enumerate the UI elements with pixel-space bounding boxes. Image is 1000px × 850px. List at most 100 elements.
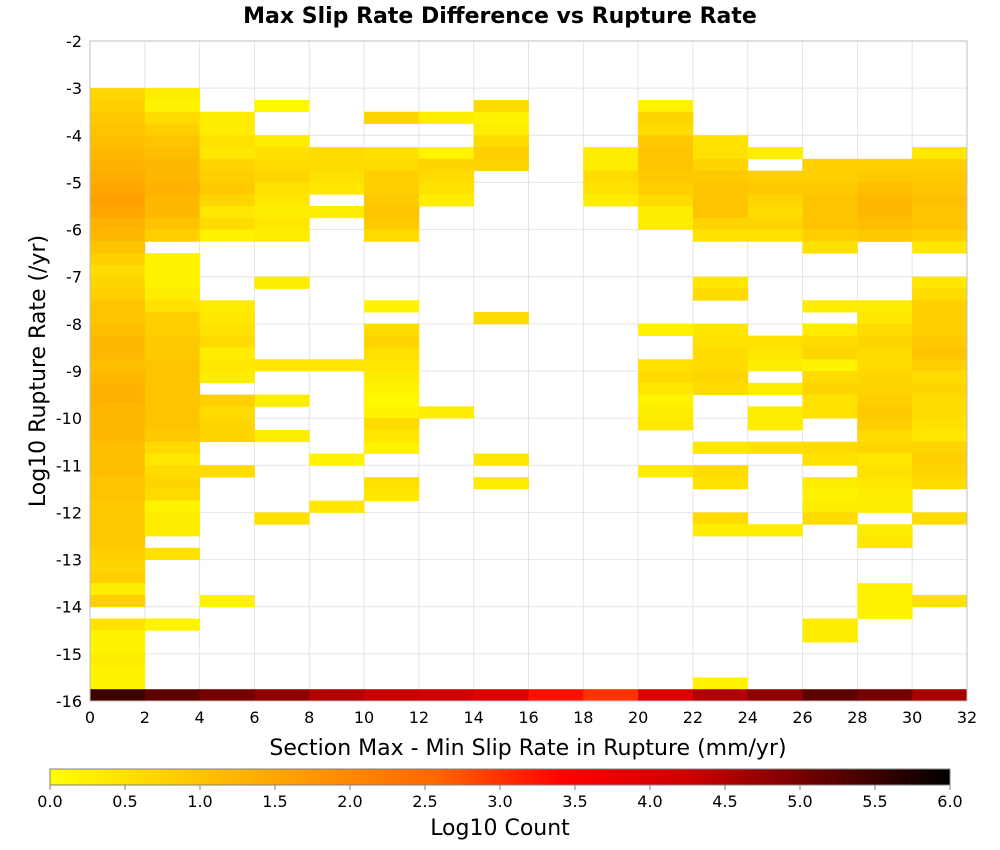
heatmap-cell [90, 206, 146, 219]
heatmap-cell [199, 689, 255, 702]
heatmap-cell [692, 524, 749, 537]
heatmap-cell [254, 689, 310, 702]
heatmap-cell [199, 465, 255, 478]
heatmap-cell [144, 418, 201, 431]
colorbar-tick-label: 4.0 [637, 792, 662, 811]
heatmap-cell [857, 382, 913, 395]
heatmap-cell [912, 300, 968, 313]
heatmap-cell [144, 323, 201, 337]
heatmap-cell [199, 429, 255, 443]
heatmap-cell [473, 123, 529, 136]
heatmap-cell [857, 606, 913, 619]
x-tick-label: 6 [249, 708, 259, 727]
heatmap-cell [144, 371, 201, 384]
heatmap-cell [692, 371, 749, 384]
heatmap-cell [90, 429, 146, 443]
heatmap-cell [802, 359, 858, 372]
heatmap-cell [364, 429, 420, 443]
heatmap-cell [747, 524, 803, 537]
heatmap-cell [912, 288, 968, 301]
heatmap-cell [254, 394, 310, 407]
heatmap-cell [199, 158, 255, 172]
heatmap-cell [90, 583, 146, 596]
heatmap-cell [857, 300, 913, 313]
heatmap-cell [912, 512, 968, 525]
heatmap-cell [309, 206, 365, 219]
heatmap-cell [90, 135, 146, 148]
heatmap-cell [364, 689, 420, 702]
heatmap-cell [144, 206, 201, 219]
heatmap-cell [692, 512, 749, 525]
heatmap-cell [199, 147, 255, 160]
heatmap-cell [364, 323, 420, 337]
heatmap-cell [802, 335, 858, 348]
heatmap-cell [144, 123, 201, 136]
heatmap-cell [144, 547, 201, 560]
heatmap-cell [90, 323, 146, 337]
y-tick-label: -13 [56, 551, 82, 570]
heatmap-cell [144, 477, 201, 490]
heatmap-cell [254, 206, 310, 219]
heatmap-cell [199, 406, 255, 419]
heatmap-cell [364, 217, 420, 230]
heatmap-cell [802, 500, 858, 513]
heatmap-cell [583, 182, 639, 195]
heatmap-cell [747, 406, 803, 419]
heatmap-cell [857, 500, 913, 513]
y-tick-label: -5 [66, 173, 82, 192]
y-tick-label: -6 [66, 221, 82, 240]
heatmap-cell [364, 170, 420, 183]
heatmap-cell [144, 689, 201, 702]
colorbar-label: Log10 Count [430, 816, 570, 841]
heatmap-cell [638, 689, 694, 702]
heatmap-cell [90, 88, 146, 101]
heatmap-cell [638, 465, 694, 478]
x-tick-label: 4 [195, 708, 205, 727]
heatmap-cell [857, 194, 913, 207]
heatmap-cell [692, 689, 749, 702]
heatmap-cell [912, 217, 968, 230]
heatmap-cell [692, 382, 749, 395]
heatmap-cell [90, 382, 146, 395]
heatmap-cell [802, 394, 858, 407]
heatmap-cell [857, 359, 913, 372]
heatmap-cell [144, 406, 201, 419]
heatmap-cell [364, 382, 420, 395]
heatmap-cell [418, 194, 475, 207]
heatmap-cell [418, 170, 475, 183]
heatmap-cell [309, 170, 365, 183]
heatmap-cell [254, 429, 310, 443]
heatmap-cell [364, 347, 420, 360]
heatmap-cell [473, 477, 529, 490]
heatmap-cell [638, 135, 694, 148]
heatmap-cell [747, 229, 803, 242]
heatmap-cell [857, 394, 913, 407]
heatmap-cell [418, 406, 475, 419]
heatmap-cell [254, 158, 310, 172]
heatmap-cell [912, 465, 968, 478]
x-tick-label: 16 [518, 708, 538, 727]
heatmap-cell [309, 359, 365, 372]
heatmap-cell [912, 312, 968, 325]
heatmap-cell [90, 594, 146, 608]
heatmap-cell [912, 147, 968, 160]
heatmap-cell [90, 642, 146, 655]
heatmap-cell [857, 158, 913, 172]
heatmap-cell [638, 382, 694, 395]
heatmap-cell [144, 300, 201, 313]
heatmap-cell [857, 465, 913, 478]
heatmap-cell [473, 111, 529, 124]
heatmap-cell [802, 229, 858, 242]
heatmap-cell [364, 394, 420, 407]
heatmap-cell [309, 500, 365, 513]
heatmap-cell [364, 111, 420, 124]
heatmap-cell [857, 170, 913, 183]
heatmap-cell [802, 689, 858, 702]
heatmap-cell [802, 347, 858, 360]
heatmap-cell [144, 194, 201, 207]
heatmap-cell [802, 206, 858, 219]
colorbar-tick-label: 1.5 [262, 792, 287, 811]
heatmap-cell [802, 170, 858, 183]
heatmap-cell [90, 653, 146, 667]
